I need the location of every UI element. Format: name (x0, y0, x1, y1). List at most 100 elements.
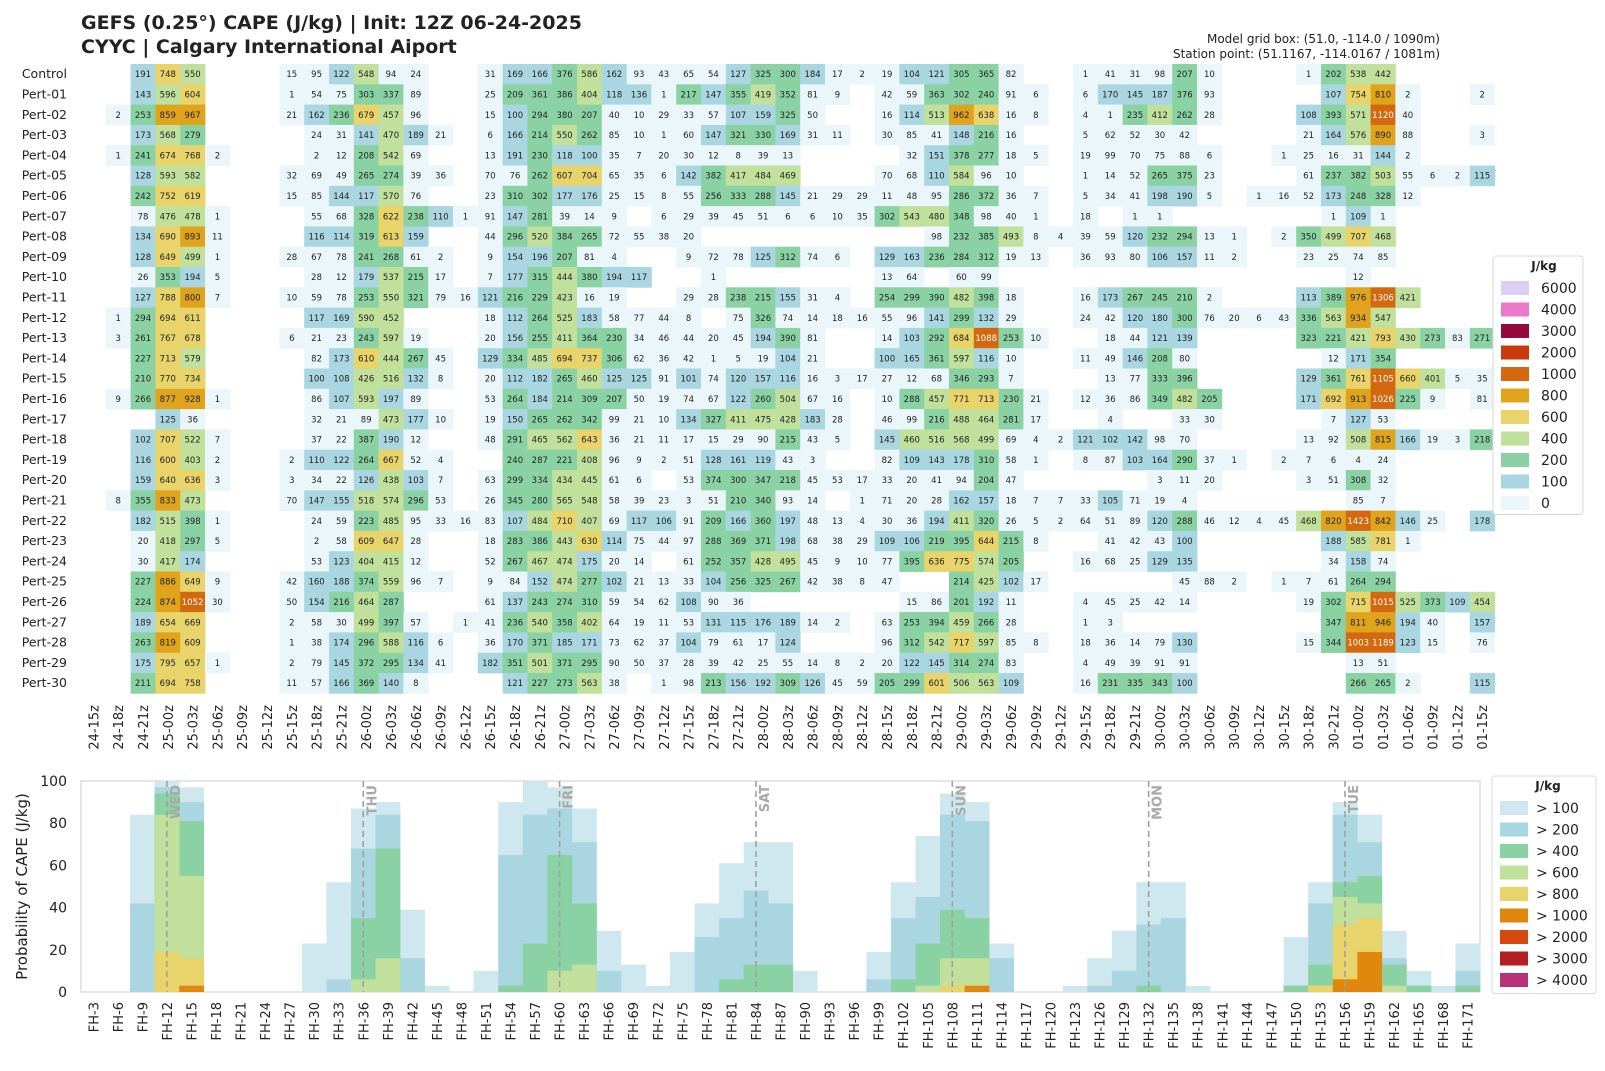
cell-value: 41 (1130, 192, 1141, 202)
x-tick-label: 26-00z (360, 705, 375, 750)
cell-value: 1 (1405, 537, 1410, 547)
heatmap-cell (428, 246, 454, 268)
heatmap-cell (403, 84, 429, 105)
prob-bar (1308, 882, 1334, 992)
cell-value: 53 (311, 557, 322, 567)
heatmap-cell (1073, 145, 1099, 166)
cell-value: 607 (556, 172, 572, 182)
heatmap-cell (329, 185, 355, 207)
prob-bar (1357, 918, 1383, 992)
station-point-info: Station point: (51.1167, -114.0167 / 108… (1172, 47, 1440, 61)
cell-value: 262 (581, 131, 597, 141)
cell-value: 124 (780, 639, 796, 649)
cell-value: 89 (1130, 517, 1141, 527)
cell-value: 770 (160, 375, 176, 385)
cell-value: 550 (556, 131, 572, 141)
cell-value: 20 (485, 375, 496, 385)
y-tick-label: 40 (49, 901, 67, 917)
cell-value: 31 (1353, 151, 1364, 161)
x-tick-label: 27-09z (633, 705, 648, 750)
prob-bar (1160, 918, 1186, 992)
cell-value: 256 (730, 578, 746, 588)
cell-value: 13 (1303, 436, 1314, 446)
cell-value: 296 (358, 639, 374, 649)
cell-value: 4 (1355, 456, 1360, 466)
heatmap-cell (1370, 64, 1396, 85)
heatmap-cell (428, 206, 454, 227)
cell-value: 50 (634, 659, 645, 669)
heatmap-cell (701, 64, 727, 85)
cell-value: 9 (115, 395, 120, 405)
heatmap-cell (502, 246, 528, 268)
heatmap-cell (403, 104, 429, 126)
cell-value: 81 (807, 90, 818, 100)
cell-value: 142 (1127, 436, 1143, 446)
cell-value: 35 (1477, 375, 1488, 385)
heatmap-cell (874, 246, 900, 268)
cell-value: 217 (680, 90, 696, 100)
row-label: Pert-28 (22, 635, 67, 650)
cell-value: 5 (215, 537, 220, 547)
x-tick-label: 29-09z (1030, 705, 1045, 750)
cell-value: 88 (1179, 151, 1190, 161)
heatmap-cell (1345, 145, 1371, 166)
fh-tick-label: FH-54 (505, 1002, 520, 1041)
cell-value: 715 (1350, 598, 1366, 608)
cell-value: 173 (1102, 293, 1118, 303)
fh-tick-label: FH-12 (161, 1002, 176, 1041)
cell-value: 184 (532, 395, 548, 405)
heatmap-cell (1197, 84, 1223, 105)
cell-value: 667 (383, 456, 399, 466)
cell-value: 62 (1105, 131, 1116, 141)
heatmap-cell (651, 165, 677, 187)
heatmap-cell (800, 64, 826, 85)
heatmap-cell (353, 64, 379, 85)
cell-value: 147 (705, 131, 721, 141)
cell-value: 157 (1176, 253, 1192, 263)
day-marker-label: THU (365, 785, 380, 815)
cell-value: 283 (507, 537, 523, 547)
fh-tick-label: FH-60 (554, 1002, 569, 1041)
cell-value: 93 (1204, 90, 1215, 100)
heatmap-cell (353, 104, 379, 126)
cell-value: 300 (730, 476, 746, 486)
row-label: Pert-30 (22, 675, 67, 690)
cell-value: 13 (1204, 233, 1215, 243)
cell-value: 3 (686, 496, 691, 506)
cell-value: 26 (485, 496, 496, 506)
x-tick-label: 25-03z (187, 705, 202, 750)
cell-value: 31 (1130, 70, 1141, 80)
cell-value: 7 (1306, 456, 1311, 466)
cell-value: 75 (1154, 151, 1165, 161)
cell-value: 515 (160, 517, 176, 527)
cell-value: 513 (928, 111, 944, 121)
cell-value: 71 (1130, 496, 1141, 506)
heatmap-cell (800, 84, 826, 105)
cell-value: 2 (438, 253, 443, 263)
cell-value: 352 (780, 90, 796, 100)
prob-bar (1357, 842, 1383, 992)
cell-value: 9 (686, 253, 691, 263)
cell-value: 189 (408, 131, 424, 141)
cell-value: 40 (1006, 212, 1017, 222)
cell-value: 178 (953, 456, 969, 466)
legend-label: 200 (1541, 453, 1568, 469)
cell-value: 375 (1176, 172, 1192, 182)
cell-value: 135 (1176, 557, 1192, 567)
cell-value: 76 (1204, 314, 1215, 324)
heatmap-cell (1073, 124, 1099, 146)
heatmap-cell (155, 165, 181, 187)
cell-value: 191 (135, 70, 151, 80)
cell-value: 428 (780, 415, 796, 425)
cell-value: 6 (438, 639, 443, 649)
cell-value: 4 (1083, 111, 1088, 121)
heatmap-cell (1321, 84, 1347, 105)
cell-value: 16 (1080, 557, 1091, 567)
prob-bar (694, 937, 720, 992)
prob-bar (179, 875, 205, 992)
cell-value: 771 (953, 395, 969, 405)
cell-value: 5 (1033, 517, 1038, 527)
heatmap-cell (180, 104, 206, 126)
cell-value: 129 (482, 354, 498, 364)
cell-value: 348 (953, 212, 969, 222)
